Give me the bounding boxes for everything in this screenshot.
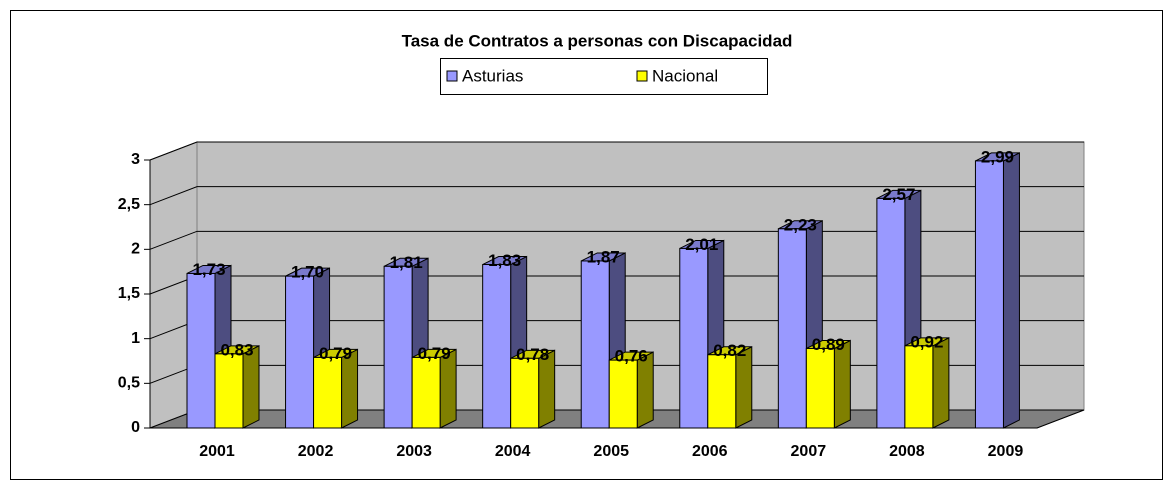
legend-swatch — [636, 70, 648, 82]
x-tick-label: 2009 — [988, 443, 1024, 460]
bar-front — [383, 265, 413, 429]
bar-side — [1002, 152, 1020, 429]
value-label: 0,89 — [812, 335, 845, 354]
x-tick-label: 2007 — [791, 443, 827, 460]
bar — [186, 264, 232, 429]
x-tick-label: 2002 — [298, 443, 334, 460]
x-tick-label: 2004 — [495, 443, 531, 460]
grid-line — [149, 141, 1084, 161]
legend-label: Nacional — [652, 66, 718, 85]
value-label: 2,99 — [981, 147, 1014, 166]
value-label: 0,83 — [220, 340, 253, 359]
value-label: 2,01 — [685, 235, 718, 254]
bar — [313, 348, 359, 429]
bar — [974, 152, 1020, 429]
value-label: 0,82 — [713, 341, 746, 360]
bar-front — [876, 197, 906, 429]
y-tick-label: 3 — [131, 151, 140, 168]
bar — [805, 339, 851, 429]
y-tick-label: 2,5 — [118, 196, 140, 213]
bar-front — [510, 357, 540, 429]
bar-front — [974, 160, 1004, 429]
bar-front — [186, 272, 216, 429]
bar — [707, 345, 753, 429]
bar-front — [214, 353, 244, 429]
chart-title: Tasa de Contratos a personas con Discapa… — [402, 31, 793, 50]
x-tick-label: 2005 — [593, 443, 629, 460]
value-label: 1,73 — [192, 260, 225, 279]
value-label: 1,87 — [587, 247, 620, 266]
bar-front — [285, 275, 315, 429]
bar — [510, 349, 556, 429]
legend-box — [440, 58, 768, 95]
y-tick-label: 0 — [131, 419, 140, 436]
grid-line — [149, 186, 1084, 206]
value-label: 1,70 — [291, 263, 324, 282]
legend-label: Asturias — [462, 66, 523, 85]
x-axis — [150, 409, 1085, 429]
bar — [608, 351, 654, 429]
x-tick-label: 2001 — [199, 443, 235, 460]
value-label: 0,78 — [516, 345, 549, 364]
bar-front — [777, 228, 807, 429]
bar — [679, 239, 725, 429]
y-tick-label: 2 — [131, 241, 140, 258]
x-tick-label: 2006 — [692, 443, 728, 460]
x-tick-label: 2008 — [889, 443, 925, 460]
x-tick-label: 2003 — [396, 443, 432, 460]
y-tick-label: 1 — [131, 330, 140, 347]
bar-front — [313, 356, 343, 429]
bar — [214, 345, 260, 429]
bar-side — [932, 337, 950, 429]
bar-front — [707, 354, 737, 429]
value-label: 0,76 — [615, 347, 648, 366]
bar-front — [805, 347, 835, 429]
value-label: 0,79 — [319, 344, 352, 363]
bar-front — [482, 264, 512, 429]
legend-swatch — [446, 70, 458, 82]
value-label: 0,92 — [910, 332, 943, 351]
bar-front — [608, 359, 638, 429]
bar — [411, 348, 457, 429]
bar — [904, 337, 950, 429]
y-tick-label: 0,5 — [118, 375, 140, 392]
y-tick-label: 1,5 — [118, 285, 140, 302]
bar-front — [679, 247, 709, 429]
bar-front — [580, 260, 610, 429]
value-label: 0,79 — [418, 344, 451, 363]
bar-front — [411, 356, 441, 429]
value-label: 2,23 — [784, 215, 817, 234]
value-label: 2,57 — [882, 185, 915, 204]
value-label: 1,83 — [488, 251, 521, 270]
value-label: 1,81 — [390, 253, 423, 272]
bar-front — [904, 345, 934, 429]
